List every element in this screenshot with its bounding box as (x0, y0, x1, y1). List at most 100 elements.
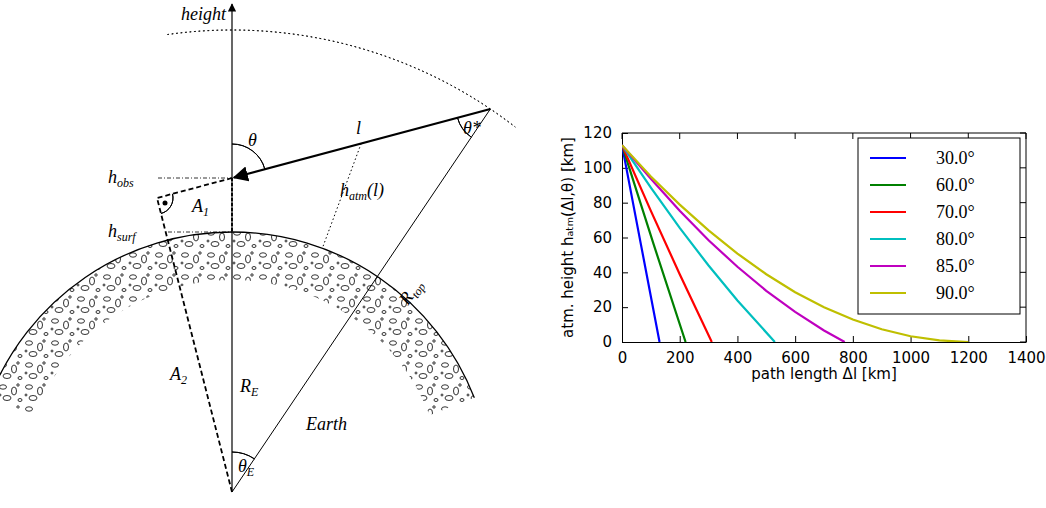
label-a2: A2 (169, 364, 187, 387)
earth-surface (0, 232, 474, 398)
label-text: h (108, 167, 117, 187)
tick: 1000 (892, 336, 930, 367)
h-surf-line (168, 232, 232, 233)
y-axis: 0 20 40 60 80 100 120 (583, 124, 628, 351)
tick-label: 400 (724, 349, 753, 367)
tick: 120 (583, 124, 628, 142)
label-theta: θ (248, 130, 257, 150)
label-text: l (356, 118, 361, 138)
tick-mark (1026, 133, 1027, 139)
axis-label: height (181, 4, 227, 24)
tick: 0 (602, 333, 628, 351)
label-text: R (239, 376, 251, 396)
tick-mark (1020, 167, 1026, 168)
tick-mark (737, 133, 738, 139)
diagram: heightθlθ*hobshsurfA1hatm(l)RtopA2REEart… (0, 0, 530, 508)
label-text: θ (238, 456, 247, 476)
label-text: θ (248, 130, 257, 150)
frame-top (622, 133, 1026, 134)
tick: 100 (583, 159, 628, 177)
tick-mark (795, 336, 796, 342)
tick-mark (1020, 237, 1026, 238)
height-axis (231, 4, 232, 492)
tick-mark (1020, 202, 1026, 203)
legend-label: 80.0° (936, 229, 975, 249)
label-theta_star: θ* (463, 118, 481, 138)
label-subscript: E (246, 465, 255, 479)
tick-mark (622, 342, 628, 343)
label-text: h (340, 180, 349, 200)
tick-mark (680, 336, 681, 342)
tick-mark (622, 133, 623, 139)
label-subscript: 2 (181, 373, 187, 387)
label-subscript: atm (349, 189, 367, 203)
tick-mark (853, 336, 854, 342)
label-r_e: RE (239, 376, 259, 399)
tick-label: 200 (666, 349, 695, 367)
tick-mark (1020, 307, 1026, 308)
tick-label: 120 (583, 124, 612, 142)
tick: 20 (593, 298, 628, 316)
legend-swatch (870, 265, 906, 267)
tick: 400 (724, 336, 753, 367)
tick-label: 1000 (892, 349, 930, 367)
tick-mark (852, 133, 853, 139)
label-text: θ* (463, 118, 481, 138)
tick: 600 (781, 336, 810, 367)
legend-label: 60.0° (936, 175, 975, 195)
legend-label: 70.0° (936, 202, 975, 222)
tick-label: 40 (593, 264, 612, 282)
legend-label: 90.0° (936, 283, 975, 303)
path-arrow (234, 109, 490, 178)
series-line (622, 145, 686, 342)
legend-swatch (870, 211, 906, 213)
legend-label: 85.0° (936, 256, 975, 276)
label-subscript: top (408, 280, 428, 301)
right-angle-dot (163, 201, 168, 206)
label-theta_e: θE (238, 456, 255, 479)
atmosphere-top (168, 30, 516, 127)
legend-label: 30.0° (936, 148, 975, 168)
series-line (622, 145, 845, 342)
tick-label: 20 (593, 298, 612, 316)
label-h_surf: hsurf (108, 221, 137, 244)
tick-label: 80 (593, 194, 612, 212)
label-text: h (108, 221, 117, 241)
legend-swatch (870, 238, 906, 240)
legend-box (858, 138, 1020, 314)
legend: 30.0° 60.0° 70.0° 80.0° 85.0° 90.0° (858, 138, 1020, 314)
tick-mark (679, 133, 680, 139)
tick-mark (1020, 272, 1026, 273)
label-text: Earth (305, 414, 347, 434)
label-earth: Earth (305, 414, 347, 434)
observer-drop (231, 178, 233, 232)
tick-mark (1020, 133, 1026, 134)
tick: 200 (666, 336, 695, 367)
series-line (622, 145, 712, 342)
a-construction (157, 178, 232, 492)
label-h_atm: hatm(l) (340, 180, 384, 203)
tick-label: 0 (602, 333, 612, 351)
label-subscript: 1 (203, 205, 209, 219)
label-subscript: obs (117, 176, 134, 190)
tick-mark (795, 133, 796, 139)
axis-line (623, 342, 1027, 343)
label-h_obs: hobs (108, 167, 134, 190)
tick: 60 (593, 229, 628, 247)
tick: 40 (593, 264, 628, 282)
tick-label: 100 (583, 159, 612, 177)
tick-mark (737, 336, 738, 342)
tick-mark (622, 272, 628, 273)
label-l: l (356, 118, 361, 138)
x-axis: 0200400600800100012001400 (618, 336, 1046, 367)
diagram-shapes (0, 4, 515, 492)
tick-label: 0 (618, 349, 628, 367)
tick-mark (622, 238, 628, 239)
label-suffix: (l) (367, 180, 384, 201)
label-subscript: surf (117, 230, 137, 244)
tick-label: 1200 (950, 349, 988, 367)
tick-mark (1020, 342, 1026, 343)
series-line (622, 145, 775, 342)
tick-mark (622, 203, 628, 204)
radius-top (232, 109, 490, 492)
